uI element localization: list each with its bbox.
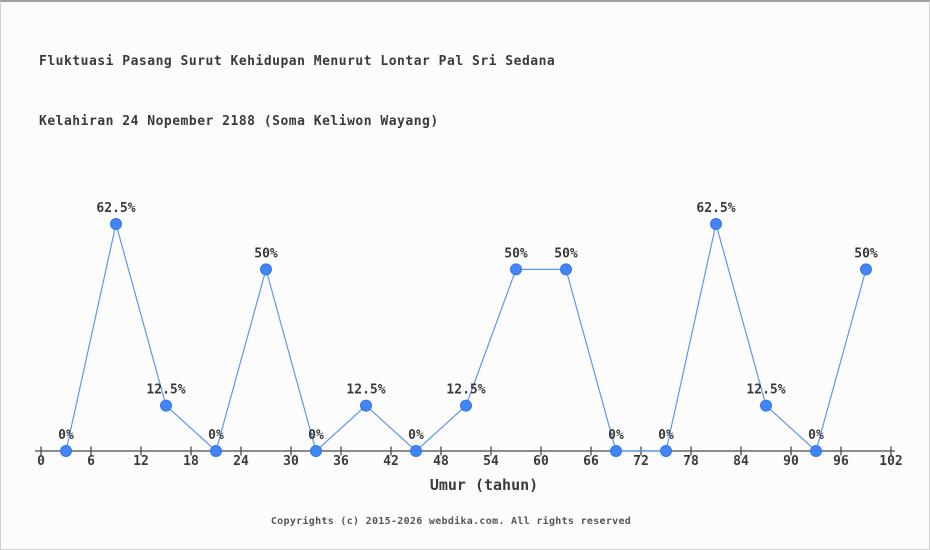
- data-point-marker: [110, 218, 122, 230]
- x-axis-tick-label: 90: [783, 454, 799, 469]
- x-axis-tick-label: 6: [87, 454, 95, 469]
- data-point-label: 0%: [208, 428, 224, 443]
- data-point-label: 0%: [608, 428, 624, 443]
- data-point-marker: [510, 263, 522, 276]
- data-point-label: 12.5%: [746, 383, 785, 398]
- x-axis-tick-label: 96: [833, 454, 849, 469]
- data-point-marker: [60, 445, 72, 457]
- x-axis-tick-label: 84: [733, 454, 749, 469]
- data-point-marker: [760, 399, 772, 412]
- data-point-marker: [360, 399, 372, 412]
- data-point-marker: [860, 263, 872, 276]
- data-point-label: 50%: [254, 246, 278, 261]
- data-point-label: 50%: [504, 246, 528, 261]
- x-axis-tick-label: 0: [37, 454, 45, 469]
- data-point-marker: [210, 445, 222, 457]
- x-axis-tick-label: 60: [533, 454, 549, 469]
- x-axis-tick-label: 30: [283, 454, 299, 469]
- data-point-label: 12.5%: [446, 383, 485, 398]
- x-axis-tick-label: 72: [633, 454, 649, 469]
- data-point-label: 62.5%: [696, 201, 735, 216]
- series-line: [65, 223, 867, 453]
- data-point-marker: [410, 445, 422, 457]
- x-axis-tick-label: 78: [683, 454, 699, 469]
- data-point-label: 50%: [854, 246, 878, 261]
- data-point-label: 0%: [308, 428, 324, 443]
- data-point-marker: [610, 445, 622, 457]
- x-axis-tick-label: 66: [583, 454, 599, 469]
- data-point-marker: [460, 399, 472, 412]
- x-axis-tick-label: 54: [483, 454, 499, 469]
- data-point-label: 0%: [658, 428, 674, 443]
- data-point-label: 0%: [808, 428, 824, 443]
- data-point-label: 62.5%: [96, 201, 135, 216]
- x-axis-tick-label: 48: [433, 454, 449, 469]
- chart-title-line2: Kelahiran 24 Nopember 2188 (Soma Keliwon…: [39, 114, 439, 129]
- x-axis-tick-label: 24: [233, 454, 249, 469]
- data-point-marker: [660, 445, 672, 457]
- data-point-marker: [160, 399, 172, 412]
- chart-title-line1: Fluktuasi Pasang Surut Kehidupan Menurut…: [39, 54, 556, 69]
- chart-title: Fluktuasi Pasang Surut Kehidupan Menurut…: [39, 12, 555, 172]
- data-point-marker: [310, 445, 322, 457]
- x-axis-tick-label: 12: [133, 454, 149, 469]
- data-point-label: 0%: [408, 428, 424, 443]
- data-point-label: 12.5%: [346, 383, 385, 398]
- copyright-text: Copyrights (c) 2015-2026 webdika.com. Al…: [270, 516, 632, 527]
- data-point-marker: [560, 263, 572, 276]
- x-axis-title: Umur (tahun): [430, 476, 538, 494]
- x-axis-tick-label: 18: [183, 454, 199, 469]
- data-point-marker: [810, 445, 822, 457]
- x-axis-tick-label: 36: [333, 454, 349, 469]
- data-point-label: 12.5%: [146, 383, 185, 398]
- data-point-marker: [260, 263, 272, 276]
- data-point-label: 50%: [554, 246, 578, 261]
- x-axis-tick-label: 102: [879, 454, 902, 469]
- data-point-label: 0%: [58, 428, 74, 443]
- data-point-marker: [710, 218, 722, 230]
- x-axis-tick-label: 42: [383, 454, 399, 469]
